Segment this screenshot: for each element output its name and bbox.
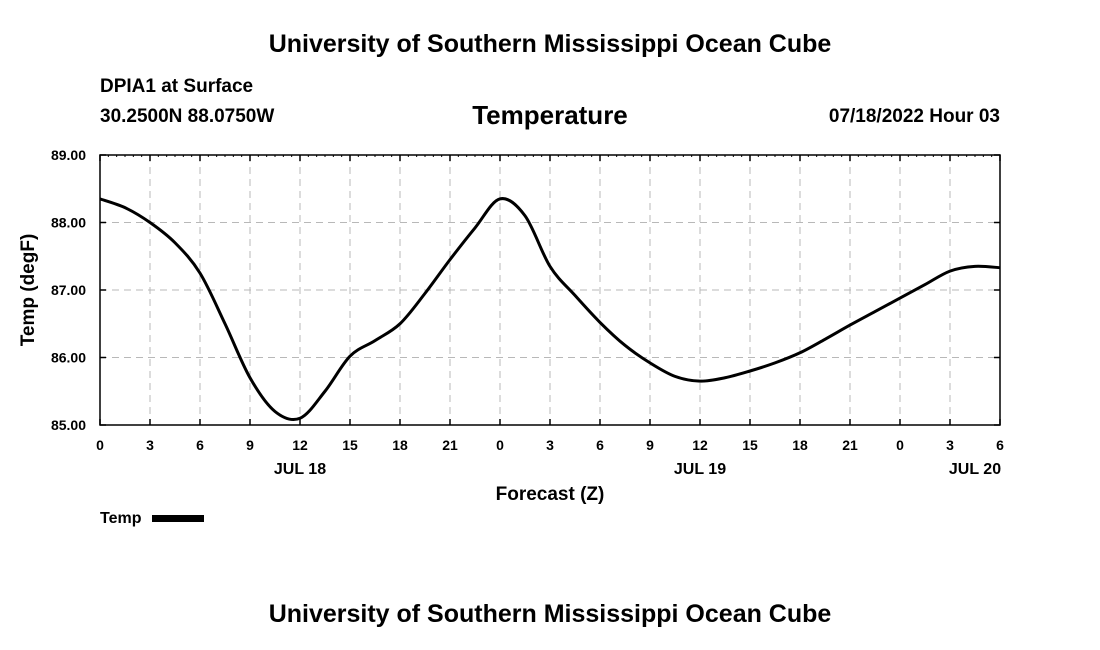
timestamp-label: 07/18/2022 Hour 03 <box>828 106 1000 127</box>
y-tick-label: 88.00 <box>51 215 86 231</box>
x-tick-label: 18 <box>392 437 408 453</box>
x-tick-label: 12 <box>692 437 708 453</box>
x-tick-label: 6 <box>996 437 1004 453</box>
legend-label: Temp <box>100 510 142 527</box>
date-label: JUL 20 <box>949 461 1001 478</box>
x-tick-label: 0 <box>896 437 904 453</box>
x-tick-label: 12 <box>292 437 308 453</box>
station-label: DPIA1 at Surface <box>100 76 254 97</box>
x-tick-label: 3 <box>546 437 554 453</box>
coordinates-label: 30.2500N 88.0750W <box>100 106 275 127</box>
date-label: JUL 18 <box>274 461 326 478</box>
series-layer <box>99 197 1001 422</box>
legend: Temp <box>100 510 204 528</box>
x-tick-label: 6 <box>596 437 604 453</box>
x-tick-label: 21 <box>842 437 858 453</box>
chart-title: Temperature <box>472 100 628 130</box>
legend-line-swatch <box>151 515 204 523</box>
x-tick-label: 3 <box>946 437 954 453</box>
top-title: University of Southern Mississippi Ocean… <box>268 30 832 58</box>
y-axis-label: Temp (degF) <box>18 234 39 347</box>
bottom-title: University of Southern Mississippi Ocean… <box>268 600 832 628</box>
x-axis-label: Forecast (Z) <box>496 484 605 505</box>
series-line-temp <box>99 197 1001 422</box>
y-tick-label: 86.00 <box>51 350 86 366</box>
date-label: JUL 19 <box>674 461 726 478</box>
x-tick-label: 9 <box>646 437 654 453</box>
x-tick-label: 21 <box>442 437 458 453</box>
x-tick-label: 18 <box>792 437 808 453</box>
ticks-layer: 0 3 6 9 12 15 18 21 0 3 6 9 12 15 18 21 0 3 6 85.00 86.00 87.… <box>51 147 1004 478</box>
x-tick-label: 15 <box>342 437 358 453</box>
y-tick-label: 89.00 <box>51 147 86 163</box>
x-tick-label: 3 <box>146 437 154 453</box>
x-tick-label: 6 <box>196 437 204 453</box>
x-tick-label: 15 <box>742 437 758 453</box>
x-tick-label: 0 <box>96 437 104 453</box>
x-tick-label: 0 <box>496 437 504 453</box>
grid-layer <box>100 155 1000 425</box>
y-tick-label: 85.00 <box>51 417 86 433</box>
y-tick-label: 87.00 <box>51 282 86 298</box>
x-tick-label: 9 <box>246 437 254 453</box>
